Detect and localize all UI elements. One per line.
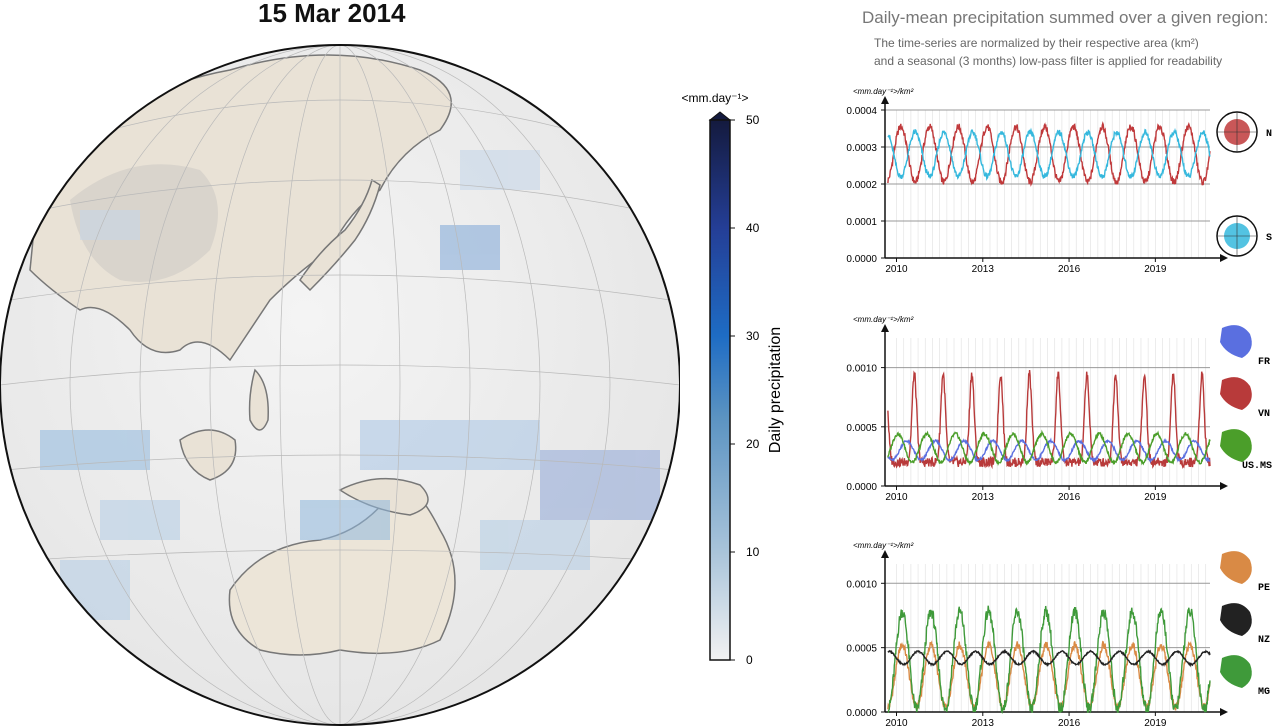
colorbar-tick-label: 10 — [746, 545, 760, 559]
ytick-label: 0.0000 — [846, 482, 877, 493]
colorbar-tick-label: 30 — [746, 329, 760, 343]
xtick-label: 2013 — [972, 492, 995, 502]
tibet-plateau — [70, 164, 218, 282]
xtick-label: 2013 — [972, 718, 995, 728]
ytick-label: 0.0010 — [846, 579, 877, 590]
ytick-label: 0.0000 — [846, 708, 877, 719]
xtick-label: 2019 — [1144, 264, 1167, 274]
colorbar-unit: <mm.day⁻¹> — [681, 91, 748, 105]
series-line-pe — [887, 640, 1211, 712]
ytick-label: 0.0004 — [846, 106, 877, 117]
xtick-label: 2016 — [1058, 718, 1081, 728]
colorbar-tick-label: 0 — [746, 653, 753, 667]
ytick-label: 0.0003 — [846, 143, 877, 154]
y-axis-arrow — [881, 324, 889, 332]
colorbar-arrow — [708, 111, 732, 121]
x-axis-arrow — [1220, 708, 1228, 716]
region-label: US.MS — [1242, 461, 1272, 472]
timeseries-panel-2: <mm.day⁻¹>/km² 0.0010 0.0005 0.0000 2010 2013… — [846, 315, 1272, 502]
ytick-label: 0.0010 — [846, 364, 877, 375]
x-axis-arrow — [1220, 254, 1228, 262]
xtick-label: 2013 — [972, 264, 995, 274]
colorbar-label: Daily precipitation — [767, 327, 784, 453]
graticule — [0, 45, 680, 725]
date-title: 15 Mar 2014 — [258, 0, 406, 28]
ytick-label: 0.0001 — [846, 217, 877, 228]
region-label: S — [1266, 233, 1272, 244]
region-label: N — [1266, 129, 1272, 140]
region-label: MG — [1258, 687, 1270, 698]
series-line-n — [887, 121, 1211, 187]
series-line-vn — [887, 370, 1211, 470]
colorbar-ticks: 50 40 30 20 10 0 — [730, 113, 760, 667]
xtick-label: 2016 — [1058, 492, 1081, 502]
ytick-label: 0.0000 — [846, 254, 877, 265]
timeseries-panel-3: <mm.day⁻¹>/km² 0.0010 0.0005 0.0000 2010 2013… — [846, 541, 1270, 728]
y-axis-arrow — [881, 550, 889, 558]
series-line-nz — [887, 648, 1211, 668]
series-line-mg — [887, 605, 1211, 715]
timeseries-panel-1: <mm.day⁻¹>/km² 0.0004 0.0003 0.0002 0.0001 0.… — [846, 87, 1272, 274]
panel-unit-label: <mm.day⁻¹>/km² — [853, 315, 914, 324]
panel-unit-label: <mm.day⁻¹>/km² — [853, 541, 914, 550]
globe-outline — [0, 44, 680, 726]
borneo-land — [179, 429, 237, 481]
region-icon-fr — [1220, 325, 1252, 358]
globe-map — [0, 44, 680, 726]
x-axis-arrow — [1220, 482, 1228, 490]
region-label: FR — [1258, 357, 1270, 368]
right-subtitle-2: and a seasonal (3 months) low-pass filte… — [874, 54, 1223, 68]
philippines-land — [248, 368, 269, 431]
region-icon-n — [1216, 111, 1258, 153]
region-icon-nz — [1220, 603, 1252, 636]
right-title: Daily-mean precipitation summed over a g… — [862, 8, 1269, 27]
y-axis-arrow — [881, 96, 889, 104]
series-line-fr — [887, 437, 1211, 464]
xtick-label: 2010 — [885, 718, 908, 728]
colorbar-tick-label: 20 — [746, 437, 760, 451]
region-icon-mg — [1220, 655, 1252, 688]
ytick-label: 0.0005 — [846, 423, 877, 434]
colorbar: <mm.day⁻¹> 50 40 30 20 10 0 Daily precipitati… — [681, 91, 784, 667]
ytick-label: 0.0002 — [846, 180, 877, 191]
region-label: VN — [1258, 409, 1270, 420]
colorbar-tick-label: 40 — [746, 221, 760, 235]
xtick-label: 2019 — [1144, 492, 1167, 502]
region-label: PE — [1258, 583, 1270, 594]
precipitation-overlay — [40, 150, 660, 620]
region-label: NZ — [1258, 635, 1270, 646]
series-line-us-ms — [887, 429, 1211, 467]
colorbar-gradient — [709, 119, 731, 661]
ytick-label: 0.0005 — [846, 644, 877, 655]
region-icon-s — [1216, 215, 1258, 257]
xtick-label: 2016 — [1058, 264, 1081, 274]
xtick-label: 2010 — [885, 264, 908, 274]
panel-unit-label: <mm.day⁻¹>/km² — [853, 87, 914, 96]
region-icon-pe — [1220, 551, 1252, 584]
xtick-label: 2010 — [885, 492, 908, 502]
colorbar-tick-label: 50 — [746, 113, 760, 127]
region-icon-vn — [1220, 377, 1252, 410]
region-icon-us-ms — [1220, 429, 1252, 462]
right-subtitle-1: The time-series are normalized by their … — [874, 36, 1199, 50]
xtick-label: 2019 — [1144, 718, 1167, 728]
series-line-s — [887, 127, 1211, 181]
